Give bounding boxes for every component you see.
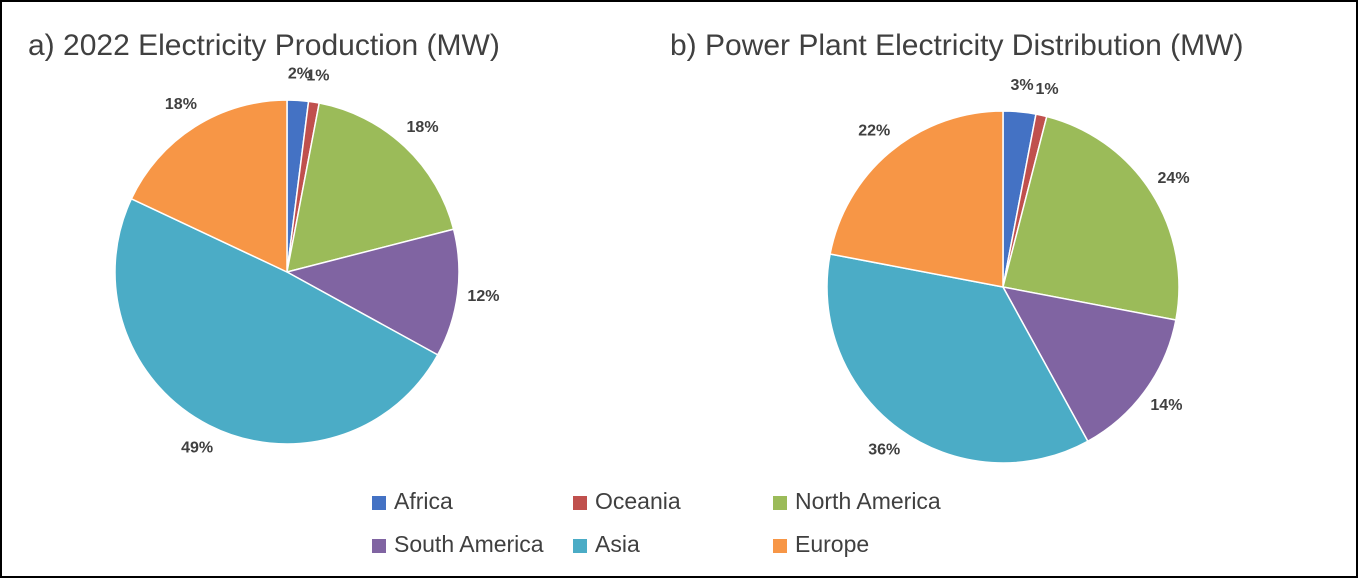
- pie-slice: [284, 228, 460, 356]
- data-label: 24%: [1158, 170, 1190, 187]
- data-label: 14%: [1150, 397, 1182, 414]
- legend-label: Europe: [795, 531, 869, 557]
- chart-title: a) 2022 Electricity Production (MW): [28, 29, 500, 62]
- pie-slice: [1002, 115, 1180, 321]
- data-label: 18%: [165, 96, 197, 113]
- pie-slice: [826, 253, 1089, 464]
- legend-label: North America: [795, 488, 941, 514]
- legend-swatch: [573, 539, 587, 553]
- data-label: 22%: [858, 123, 890, 140]
- legend-label: Asia: [595, 531, 640, 557]
- legend-swatch: [372, 539, 386, 553]
- data-label: 49%: [181, 440, 213, 457]
- data-label: 12%: [467, 288, 499, 305]
- legend-swatch: [573, 496, 587, 510]
- data-label: 36%: [868, 442, 900, 459]
- pie-slice: [286, 102, 455, 274]
- legend-swatch: [773, 496, 787, 510]
- data-label: 2%: [288, 66, 311, 83]
- legend-label: South America: [394, 531, 544, 557]
- data-label: 1%: [306, 68, 329, 85]
- pie-slice: [829, 110, 1004, 288]
- data-label: 3%: [1010, 77, 1033, 94]
- pie-slice: [1001, 285, 1177, 443]
- legend-swatch: [773, 539, 787, 553]
- chart-title: b) Power Plant Electricity Distribution …: [670, 29, 1243, 62]
- data-label: 1%: [1036, 81, 1059, 98]
- legend-label: Africa: [394, 488, 453, 514]
- legend-label: Oceania: [595, 488, 681, 514]
- pie-slice: [114, 197, 439, 445]
- legend-swatch: [372, 496, 386, 510]
- pie-slice: [130, 99, 288, 274]
- data-label: 18%: [407, 119, 439, 136]
